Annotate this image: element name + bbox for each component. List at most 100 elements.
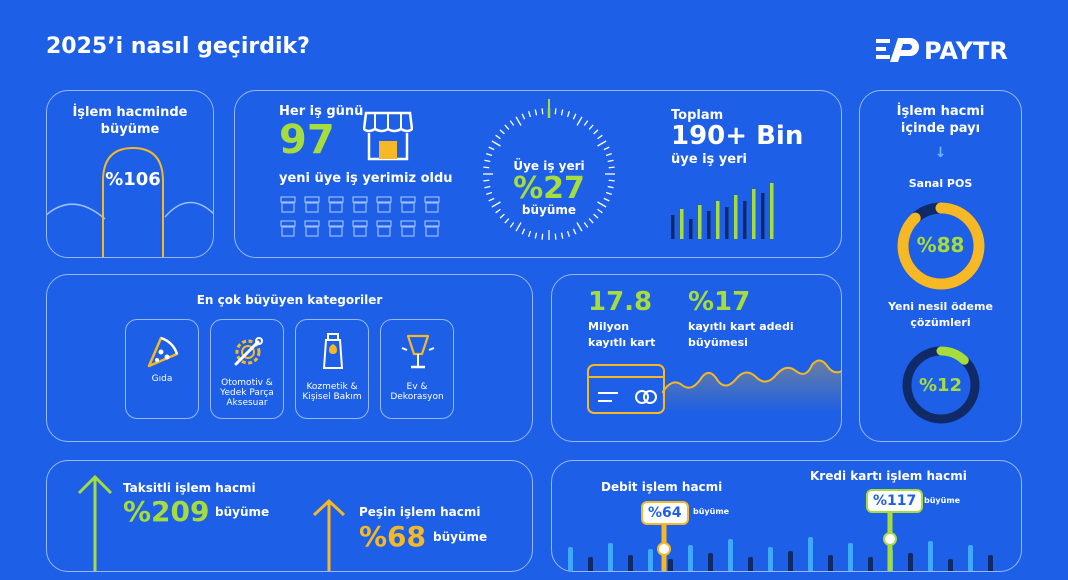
credit-card-icon <box>587 364 665 414</box>
debit-credit-card: Debit işlem hacmi %64 büyüme Kredi kartı… <box>551 460 1022 572</box>
card-growth-label: kayıtlı kart adedi büyümesi <box>688 320 794 349</box>
card-count-value: 17.8 <box>588 287 653 317</box>
dial-tick <box>588 218 594 224</box>
dial-tick <box>504 124 510 130</box>
dial-tick <box>488 197 495 202</box>
volume-bar <box>768 547 773 571</box>
category-label: Ev & Dekorasyon <box>390 382 444 402</box>
volume-bar <box>728 539 733 571</box>
card-count-label: Milyon kayıtlı kart <box>588 320 656 349</box>
dial-tick <box>566 111 571 118</box>
credit-label: Kredi kartı işlem hacmi <box>810 469 967 483</box>
paytr-mark-icon <box>876 38 919 62</box>
volume-bar <box>608 543 613 571</box>
dial-tick <box>605 152 612 157</box>
dial-tick <box>541 233 544 240</box>
taksit-value: %209 <box>123 495 210 528</box>
paytr-logo[interactable]: PAYTR <box>876 36 1026 68</box>
category-label: Gıda <box>151 374 173 384</box>
gear-wrench-icon <box>234 337 263 366</box>
dial-tick <box>488 146 495 151</box>
merchant-growth-value: %27 <box>513 171 585 206</box>
debit-badge: %64 <box>641 501 689 525</box>
dial-tick <box>509 222 515 228</box>
new-gen-value: %12 <box>918 375 963 396</box>
category-label: Kozmetik & Kişisel Bakım <box>302 382 362 402</box>
arrow-up-yellow-icon <box>312 498 346 571</box>
sanal-pos-value: %88 <box>916 233 965 257</box>
dial-tick <box>597 140 607 147</box>
debit-credit-bars <box>568 510 993 571</box>
dial-tick <box>504 218 510 224</box>
growth-bar <box>689 219 693 239</box>
registered-cards-card: 17.8 Milyon kayıtlı kart %17 kayıtlı kar… <box>551 274 842 442</box>
dial-tick <box>527 230 532 237</box>
dial-tick <box>486 191 493 196</box>
volume-bar <box>908 553 913 571</box>
dial-tick <box>521 228 526 235</box>
mini-store-icon <box>328 196 344 203</box>
mini-store-icon <box>376 220 392 227</box>
dial-tick <box>608 166 615 169</box>
dial-tick <box>566 230 571 237</box>
growth-bar <box>716 201 720 239</box>
volume-bar <box>948 559 953 571</box>
dial-tick <box>583 120 589 126</box>
volume-bar <box>628 555 633 571</box>
dial-tick <box>572 228 577 235</box>
growth-bar <box>671 215 675 239</box>
volume-bar <box>788 551 793 571</box>
mini-store-grid <box>280 196 440 237</box>
growth-bar <box>752 189 756 239</box>
category-otomotiv[interactable]: Otomotiv & Yedek Parça Aksesuar <box>210 319 284 419</box>
mini-store-icon <box>304 220 320 227</box>
categories-card: En çok büyüyen kategoriler Gıda Otomotiv… <box>46 274 533 442</box>
dial-tick <box>554 108 557 115</box>
daily-merchants-number: 97 <box>279 117 335 163</box>
pesin-suffix: büyüme <box>433 530 488 544</box>
category-kozmetik[interactable]: Kozmetik & Kişisel Bakım <box>295 319 369 419</box>
volume-bar <box>688 545 693 571</box>
volume-bar <box>848 543 853 571</box>
dial-tick <box>541 108 544 115</box>
dial-tick <box>484 185 491 189</box>
total-merchants-prefix: Toplam <box>671 108 724 123</box>
volume-bar <box>708 553 713 571</box>
credit-pin-head <box>883 532 897 546</box>
share-card: İşlem hacmi içinde payı ↓ Sanal POS %88 … <box>859 90 1022 442</box>
volume-bar <box>928 541 933 571</box>
volume-bar <box>808 537 813 571</box>
arrow-up-lime-icon <box>77 474 113 571</box>
dial-tick <box>534 232 538 239</box>
total-merchants-number-text: 190+ Bin <box>671 121 804 151</box>
mini-store-icon <box>376 196 392 203</box>
dial-tick <box>534 109 538 116</box>
mini-store-icon <box>424 196 440 203</box>
daily-merchants-prefix: Her iş günü <box>279 104 364 119</box>
category-ev[interactable]: Ev & Dekorasyon <box>380 319 454 419</box>
dial-tick <box>608 179 615 182</box>
dial-tick <box>593 213 599 219</box>
dial-tick <box>483 179 490 182</box>
mini-store-icon <box>304 196 320 203</box>
mini-store-icon <box>400 196 416 203</box>
growth-bar <box>680 209 684 239</box>
page-title: 2025’i nasıl geçirdik? <box>46 34 310 59</box>
pizza-icon <box>147 336 179 368</box>
total-merchants-suffix: üye iş yeri <box>671 152 747 167</box>
growth-bar <box>725 207 729 239</box>
volume-bar <box>568 547 573 571</box>
mini-store-icon <box>352 196 368 203</box>
donut-progress-arc <box>897 202 985 290</box>
dial-tick <box>560 232 564 239</box>
cosmetic-tube-icon <box>322 333 344 369</box>
volume-bar <box>668 559 673 571</box>
dial-tick <box>588 124 594 130</box>
dial-tick <box>597 201 607 208</box>
share-title: İşlem hacmi içinde payı <box>896 104 985 136</box>
volume-bar <box>828 555 833 571</box>
category-gida[interactable]: Gıda <box>125 319 199 419</box>
total-merchants-number: 190+ Bin <box>671 121 803 151</box>
dial-tick <box>593 129 599 135</box>
lamp-icon <box>401 334 435 369</box>
